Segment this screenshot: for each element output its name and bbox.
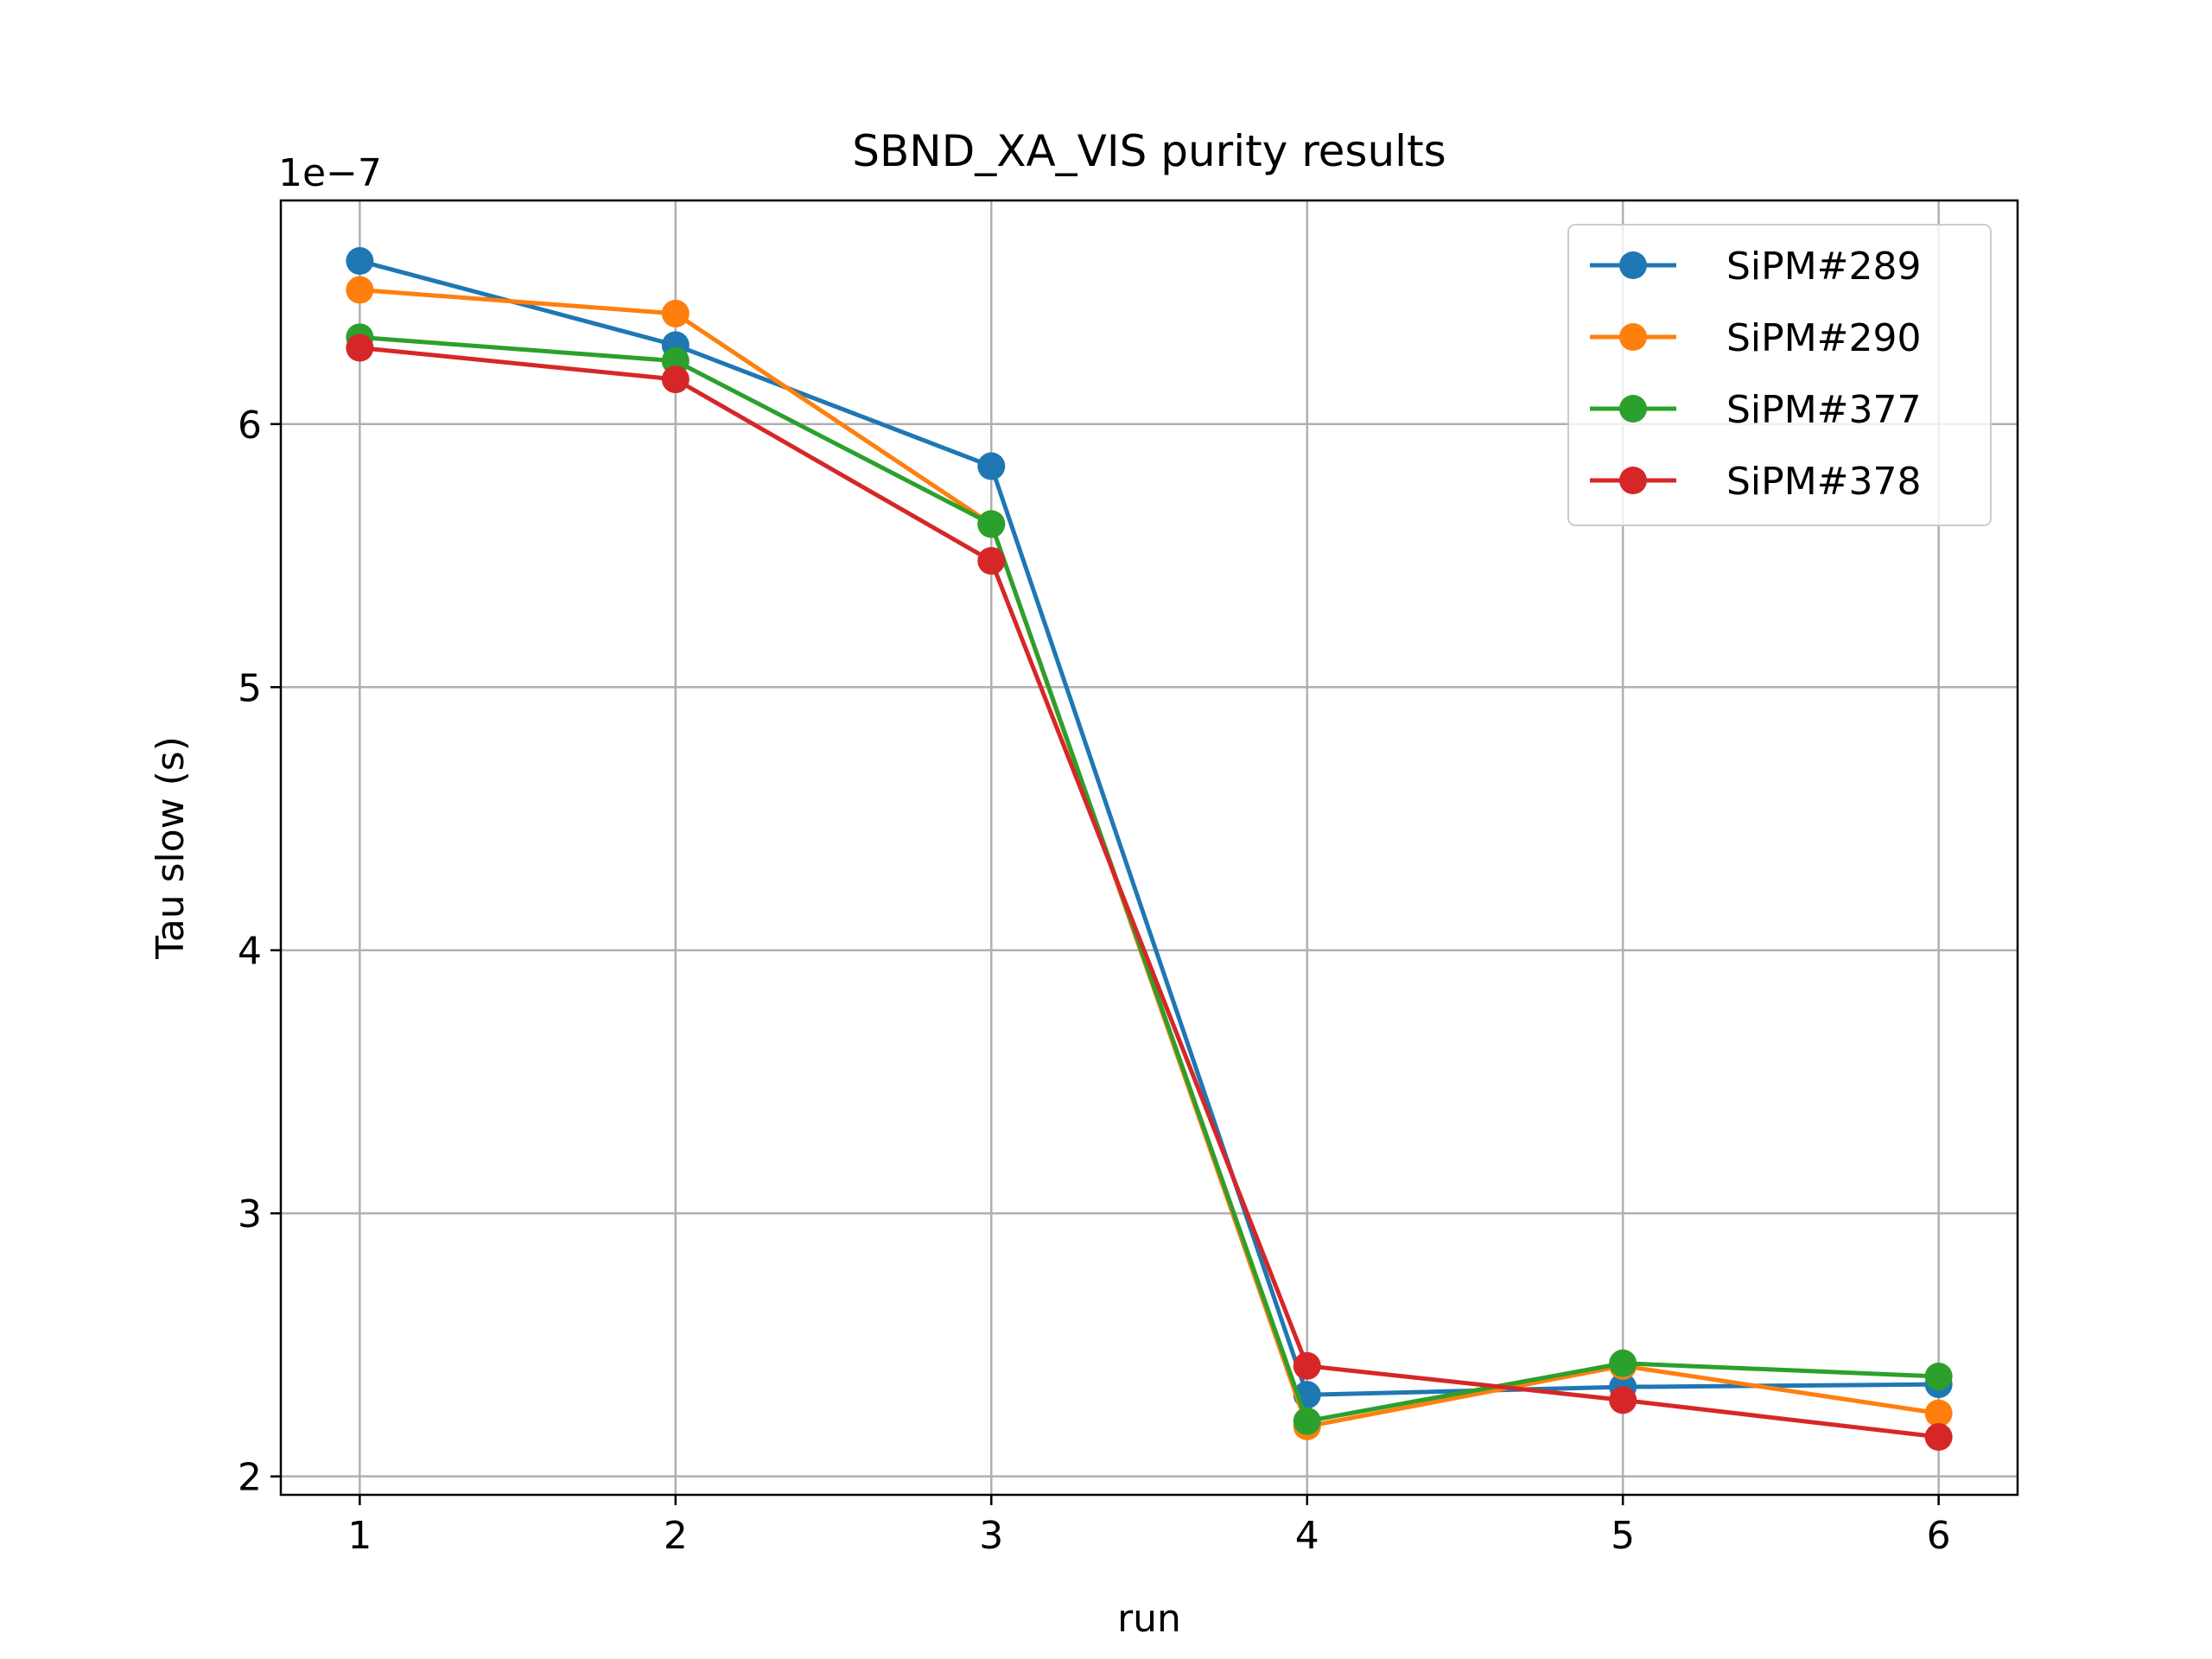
x-tick-label: 2: [664, 1514, 688, 1558]
data-point: [1609, 1386, 1637, 1414]
legend-label: SiPM#378: [1726, 460, 1922, 504]
legend-label: SiPM#290: [1726, 316, 1922, 360]
legend-marker: [1619, 251, 1647, 279]
legend-label: SiPM#289: [1726, 245, 1922, 289]
legend-marker: [1619, 395, 1647, 423]
data-point: [977, 510, 1006, 538]
data-point: [1293, 1407, 1321, 1435]
data-point: [977, 452, 1006, 480]
legend: SiPM#289 SiPM#290 SiPM#377 SiPM#378: [1567, 224, 1992, 526]
legend-entry: SiPM#378: [1590, 460, 1922, 504]
data-point: [1293, 1351, 1321, 1380]
x-tick-label: 5: [1611, 1514, 1635, 1558]
y-axis-label: Tau slow (s): [149, 736, 193, 960]
x-axis-label: run: [1117, 1597, 1181, 1641]
chart-title: SBND_XA_VIS purity results: [852, 126, 1446, 176]
y-tick-label: 4: [238, 930, 262, 974]
data-point: [661, 365, 690, 394]
plot-frame: [279, 199, 2019, 1497]
legend-marker: [1619, 323, 1647, 351]
legend-entry: SiPM#289: [1590, 245, 1922, 289]
x-axis: 1 2 3 4 5 6: [347, 1495, 1951, 1558]
data-point: [346, 247, 374, 276]
legend-marker: [1619, 467, 1647, 494]
x-tick-label: 6: [1927, 1514, 1951, 1558]
series-layer: [346, 247, 1953, 1452]
data-point: [346, 276, 374, 304]
y-tick-label: 5: [238, 666, 262, 710]
data-point: [1924, 1423, 1953, 1452]
data-point: [1609, 1349, 1637, 1377]
y-tick-label: 6: [238, 404, 262, 448]
y-axis: 2 3 4 5 6: [238, 404, 281, 1500]
x-tick-label: 1: [347, 1514, 372, 1558]
data-point: [661, 299, 690, 327]
series-line: [359, 258, 1939, 1397]
series-line: [359, 346, 1939, 1440]
data-point: [1924, 1362, 1953, 1390]
y-tick-label: 3: [238, 1192, 262, 1236]
series-SiPM#378: [346, 334, 1953, 1452]
legend-entry: SiPM#377: [1590, 388, 1922, 432]
x-tick-label: 4: [1295, 1514, 1319, 1558]
legend-box: [1567, 224, 1992, 526]
y-offset-label: 1e−7: [278, 151, 382, 195]
data-point: [1924, 1399, 1953, 1427]
data-point: [977, 547, 1006, 575]
y-tick-label: 2: [238, 1456, 262, 1500]
data-point: [346, 334, 374, 362]
x-tick-label: 3: [979, 1514, 1003, 1558]
series-line: [359, 334, 1939, 1424]
legend-entry: SiPM#290: [1590, 316, 1922, 360]
legend-label: SiPM#377: [1726, 388, 1922, 432]
